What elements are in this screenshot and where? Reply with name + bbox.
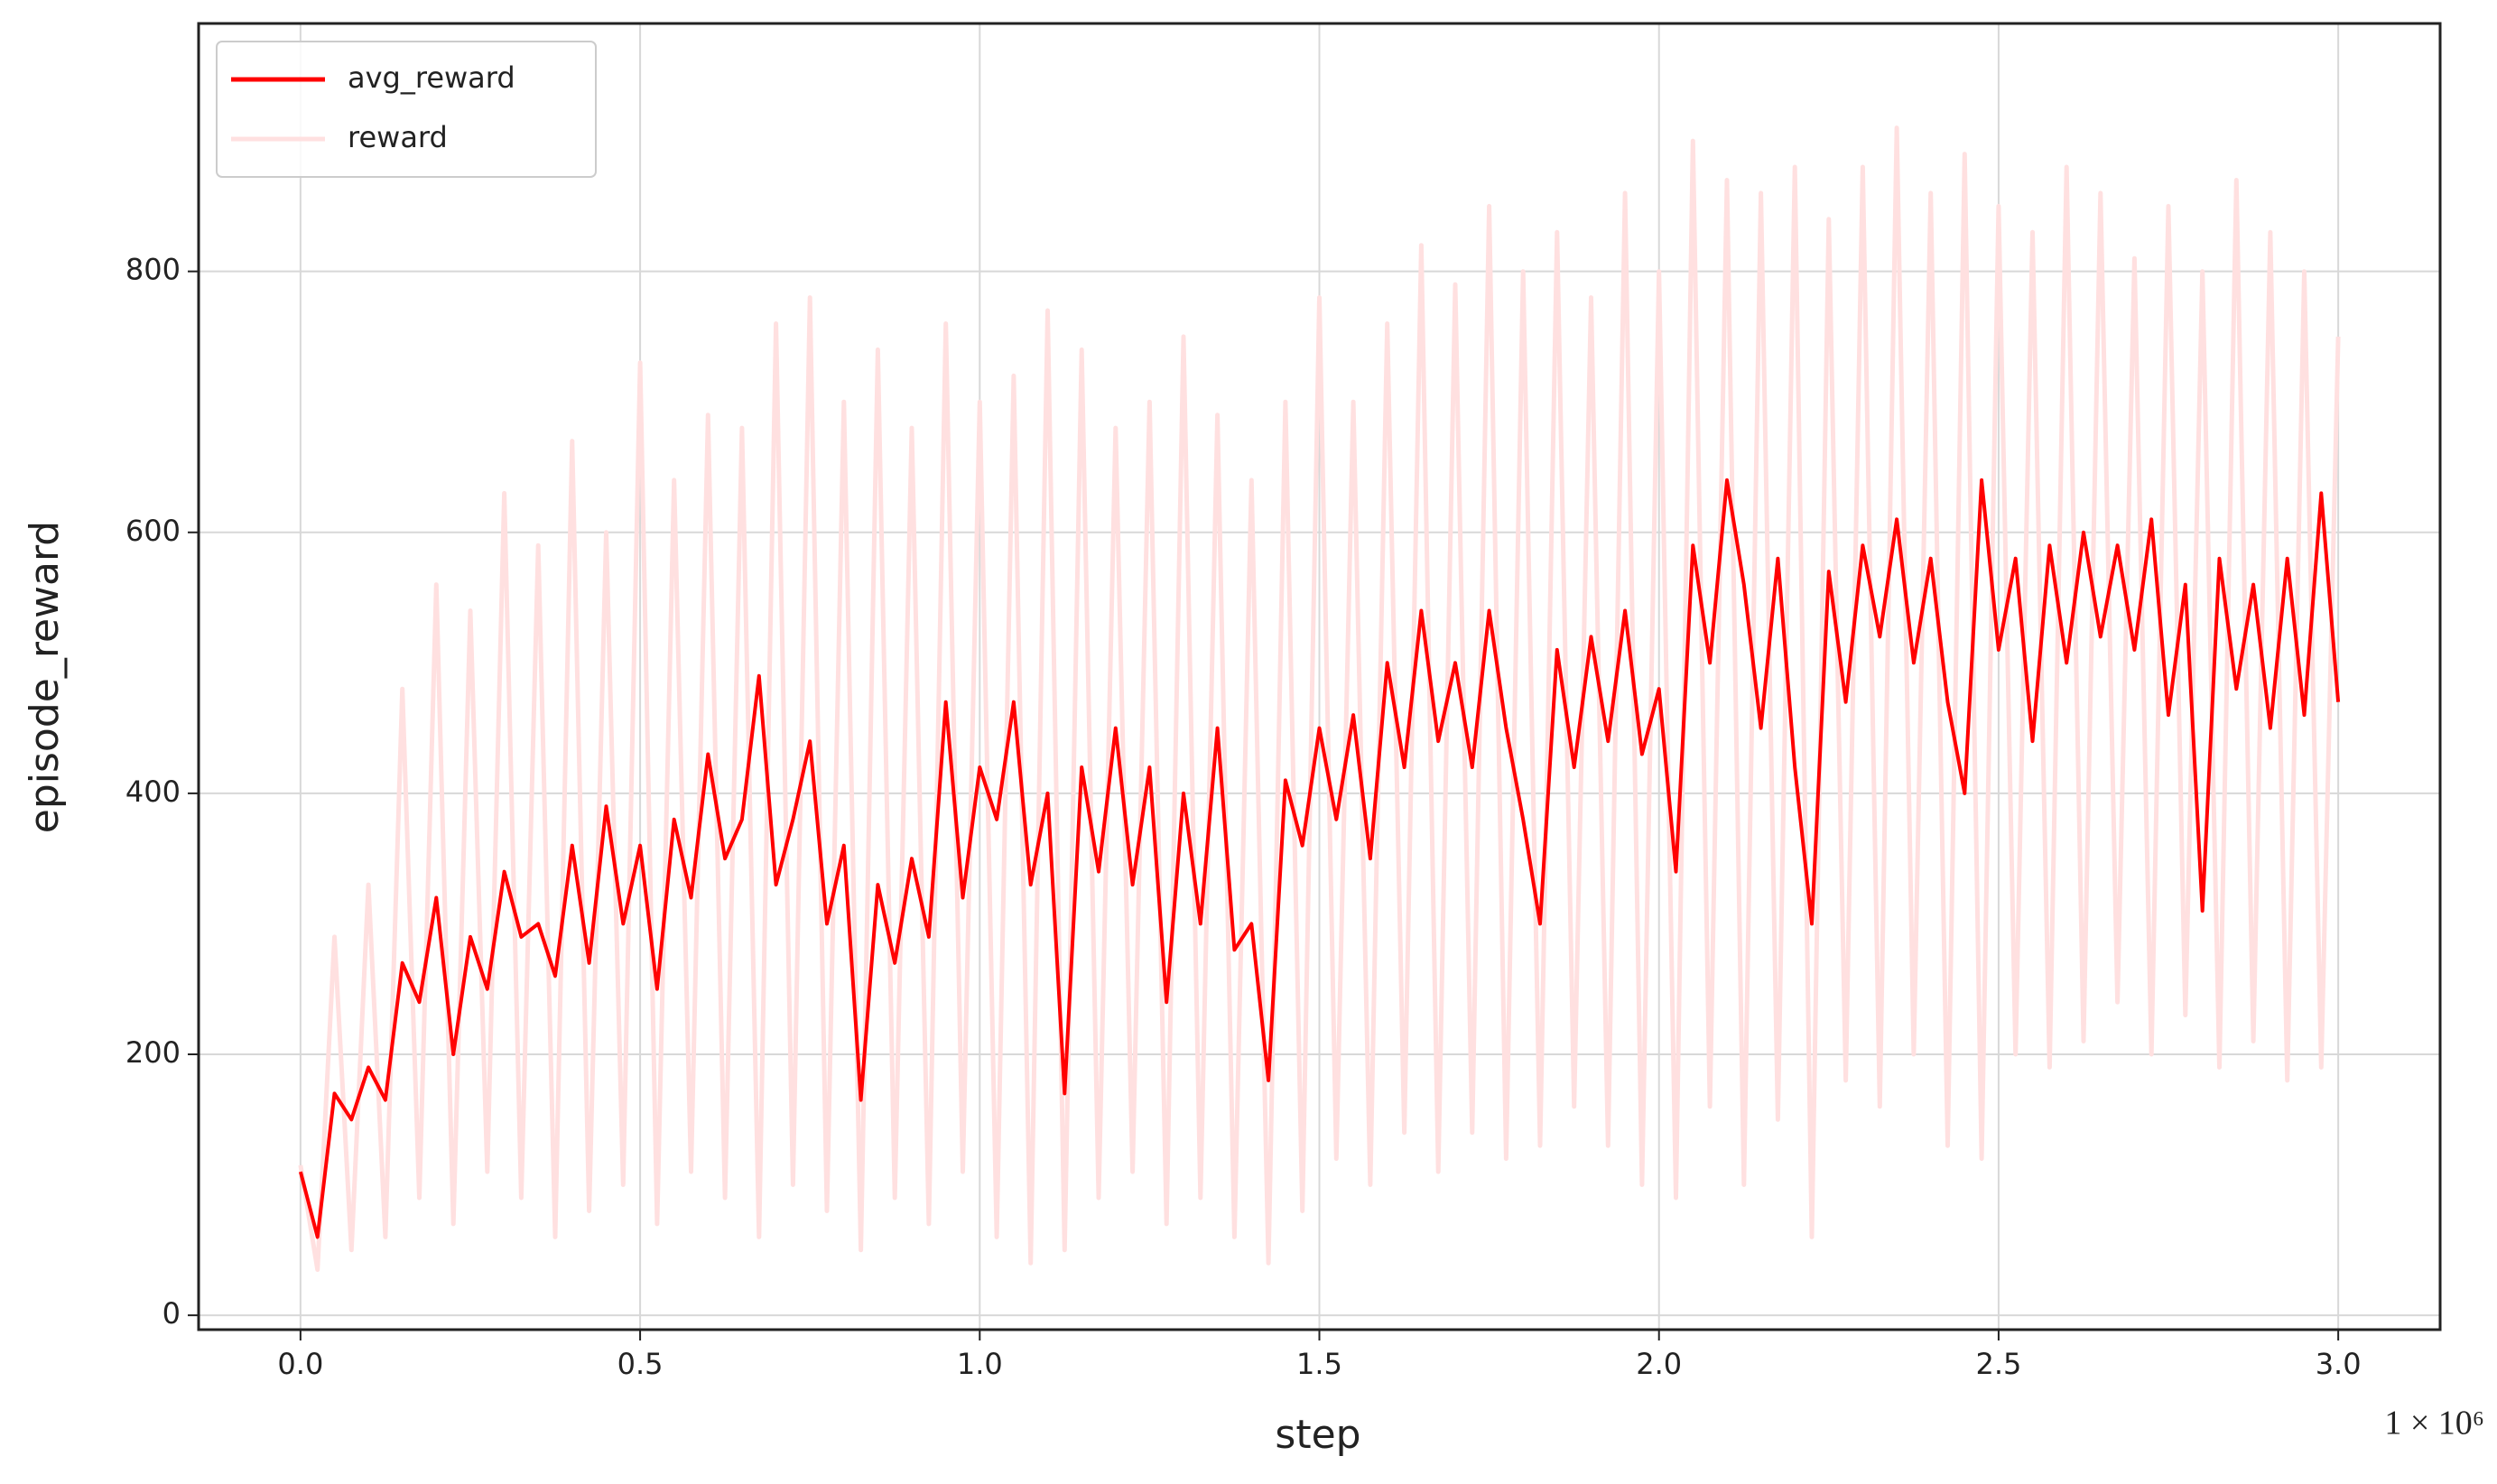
data-line <box>298 125 2341 1272</box>
x-tick-label: 1.5 <box>1296 1347 1342 1381</box>
y-tick-label: 800 <box>125 253 181 287</box>
y-tick-label: 0 <box>162 1296 181 1331</box>
x-axis-label: step <box>1275 1412 1360 1458</box>
y-tick-label: 600 <box>125 514 181 548</box>
x-tick-label: 3.0 <box>2316 1347 2362 1381</box>
y-tick-label: 200 <box>125 1035 181 1070</box>
x-tick-label: 0.0 <box>277 1347 323 1381</box>
data-line <box>298 478 2341 1239</box>
y-tick-label: 400 <box>125 774 181 809</box>
plot-frame <box>197 22 2442 1331</box>
legend-box <box>216 41 597 178</box>
x-tick-label: 1.0 <box>957 1347 1003 1381</box>
legend-label: avg_reward <box>348 60 515 95</box>
legend-label: reward <box>348 120 448 154</box>
x-tick-label: 2.0 <box>1636 1347 1682 1381</box>
x-offset-label: 1 × 10⁶ <box>2384 1405 2484 1442</box>
y-axis-label: episode_reward <box>22 521 68 833</box>
x-tick-label: 0.5 <box>617 1347 664 1381</box>
x-tick-label: 2.5 <box>1975 1347 2021 1381</box>
